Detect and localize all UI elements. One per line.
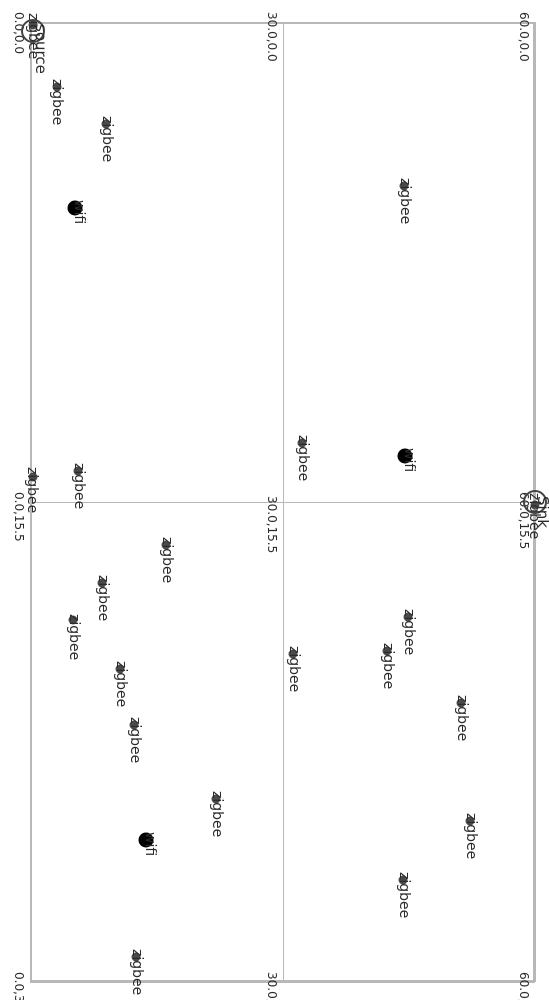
zigbee-node-label: zigbee: [396, 872, 412, 918]
gridline-horizontal: [30, 982, 535, 983]
grid-intersection-label: 60.0,0.0: [517, 12, 531, 62]
grid-intersection-label: 60.0,31.0: [517, 972, 531, 1000]
grid-intersection-label: 30.0,15.5: [265, 496, 279, 553]
zigbee-node-label: zigbee: [129, 949, 145, 995]
zigbee-node-label: zigbee: [66, 614, 82, 660]
zigbee-node-label: zigbee: [113, 661, 129, 707]
grid-intersection-label: 30.0,0.0: [265, 12, 279, 62]
network-scatter-plot: 0.0,0.030.0,0.060.0,0.00.0,15.530.0,15.5…: [0, 0, 549, 1000]
zigbee-node-label: zigbee: [401, 609, 417, 655]
source-label: source: [32, 24, 50, 74]
zigbee-node-label: zigbee: [159, 537, 175, 583]
zigbee-node-label: zigbee: [295, 435, 311, 481]
wifi-node-label: wifi: [401, 448, 417, 472]
grid-intersection-label: 30.0,31.0: [265, 972, 279, 1000]
wifi-node-label: wifi: [71, 200, 87, 224]
grid-intersection-label: 0.0,31.0: [12, 972, 26, 1000]
zigbee-node-label: zigbee: [127, 717, 143, 763]
zigbee-node-label: zigbee: [24, 467, 40, 513]
wifi-node-label: wifi: [142, 832, 158, 856]
zigbee-node-label: zigbee: [454, 695, 470, 741]
zigbee-node-label: zigbee: [49, 79, 65, 125]
zigbee-node-label: zigbee: [209, 791, 225, 837]
zigbee-node-label: zigbee: [463, 813, 479, 859]
zigbee-node-label: zigbee: [71, 463, 87, 509]
zigbee-node-label: zigbee: [286, 646, 302, 692]
zigbee-node-label: zigbee: [380, 643, 396, 689]
zigbee-node-label: zigbee: [397, 178, 413, 224]
gridline-horizontal: [30, 502, 535, 503]
zigbee-node-label: zigbee: [95, 575, 111, 621]
gridline-horizontal: [30, 22, 535, 23]
zigbee-node-label: zigbee: [99, 116, 115, 162]
sink-label: Sink: [534, 496, 549, 528]
